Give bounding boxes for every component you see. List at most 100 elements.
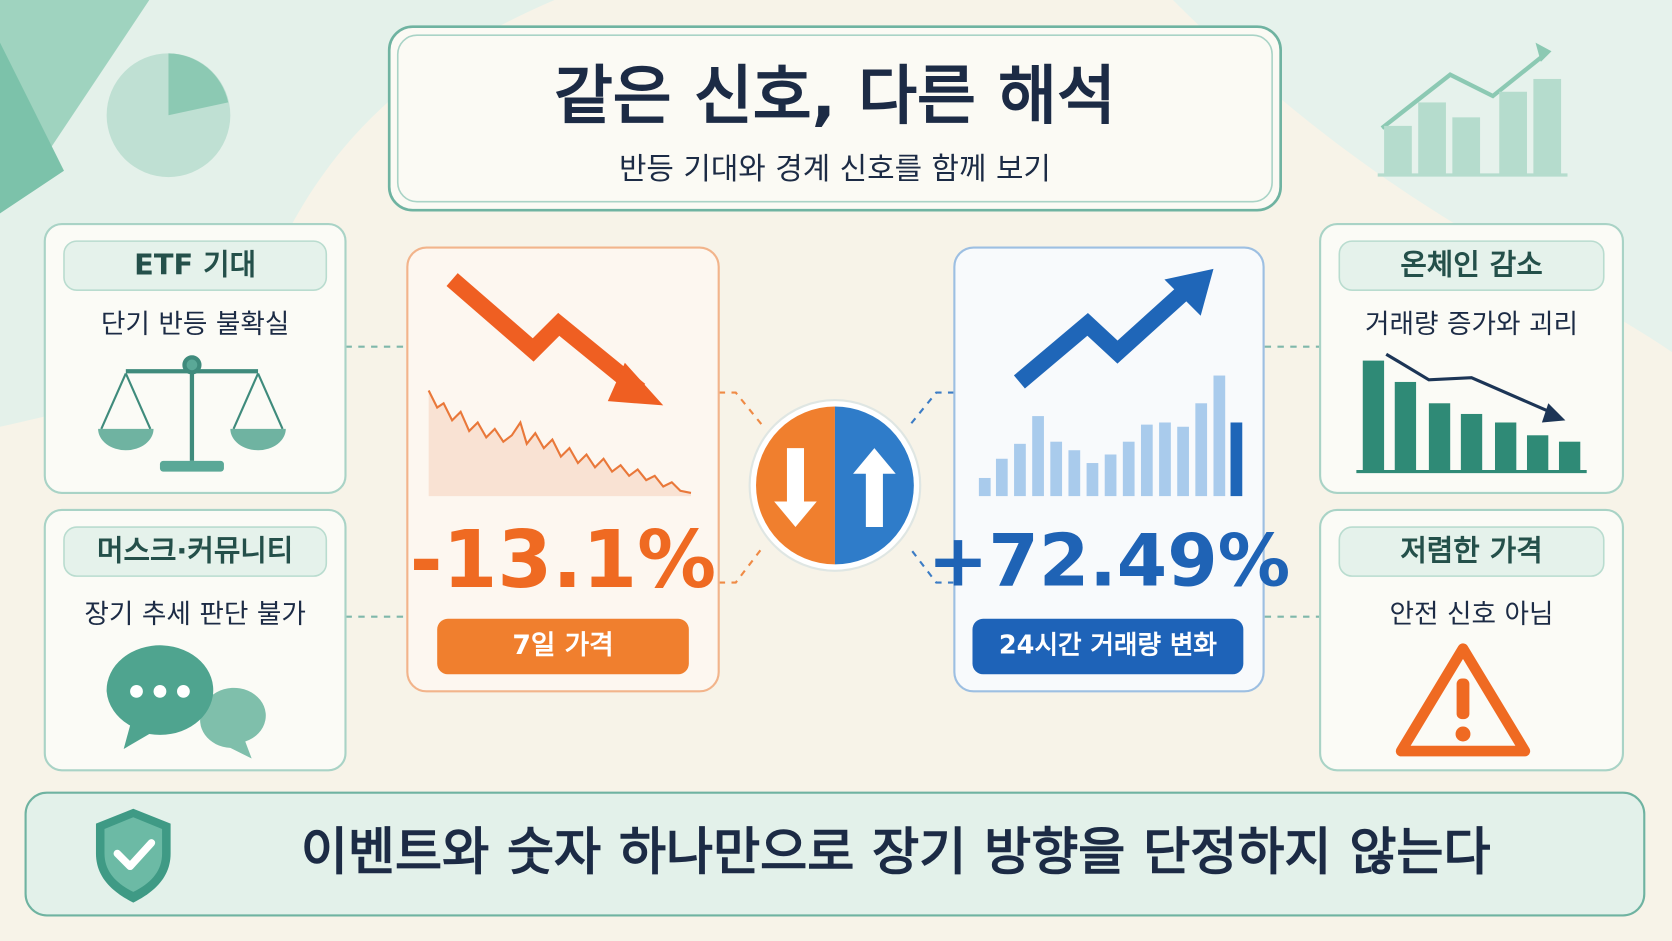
connectors-part	[718, 391, 765, 428]
decline-bars-icon-part	[1362, 360, 1385, 472]
decline-bars-icon-part	[1428, 403, 1451, 472]
scale-icon-part	[159, 460, 224, 472]
warning-icon-part	[1395, 643, 1531, 757]
left-card-2: 머스크·커뮤니티 장기 추세 판단 불가	[43, 508, 347, 772]
decline-bars-icon-part	[1385, 352, 1556, 416]
card-label: 저렴한 가격	[1400, 534, 1542, 568]
title: 같은 신호, 다른 해석	[554, 60, 1116, 134]
footer-part	[24, 791, 1646, 917]
volume-panel-part-part	[1213, 375, 1226, 497]
chat-icon-part	[130, 684, 143, 698]
volume-panel-part-part	[978, 477, 991, 497]
volume-panel-part-part	[1032, 416, 1044, 497]
decline-bars-icon	[1356, 352, 1587, 474]
left-card-2-part	[63, 526, 328, 577]
price-panel-part	[607, 362, 664, 406]
background-part	[1384, 125, 1412, 175]
volume-panel-part-part	[1050, 441, 1063, 497]
volume-panel-part-part	[1177, 426, 1189, 497]
background-part	[1380, 51, 1548, 130]
volume-panel-part-part	[1122, 441, 1135, 497]
price-panel-part	[427, 390, 692, 494]
warning-icon-part	[1455, 726, 1471, 742]
volume-panel-part-part	[1140, 424, 1153, 497]
scale-icon-part	[100, 372, 284, 430]
card-text: 안전 신호 아님	[1390, 599, 1554, 630]
title-box: 같은 신호, 다른 해석 반등 기대와 경계 신호를 함께 보기	[387, 25, 1282, 212]
volume-panel-part	[1164, 268, 1214, 316]
decline-bars-icon-part	[1558, 441, 1581, 472]
chat-icon-part	[177, 684, 190, 698]
volume-panel-part	[1013, 285, 1190, 389]
price-panel: -13.1% 7일 가격	[406, 246, 720, 693]
volume-change: +72.49%	[928, 519, 1291, 603]
connectors-part	[907, 391, 955, 428]
volume-panel-part-part	[1195, 403, 1208, 497]
connectors-part	[907, 545, 955, 584]
background-part	[1452, 117, 1481, 175]
price-label: 7일 가격	[512, 630, 613, 661]
chat-icon	[106, 645, 266, 759]
decline-bars-icon-part	[1541, 403, 1566, 423]
card-text: 단기 반등 불확실	[101, 309, 290, 340]
card-label: 머스크·커뮤니티	[97, 534, 293, 568]
connectors	[345, 345, 1321, 618]
background-part	[1535, 42, 1552, 62]
connectors-part	[718, 545, 765, 584]
warning-icon	[1395, 643, 1531, 757]
footer-part	[104, 817, 163, 892]
right-card-2: 저렴한 가격 안전 신호 아님	[1319, 508, 1625, 772]
background-part	[168, 53, 229, 116]
footer-text: 이벤트와 숫자 하나만으로 장기 방향을 단정하지 않는다	[301, 823, 1491, 883]
left-card-1: ETF 기대 단기 반등 불확실	[43, 222, 347, 494]
background-part	[1499, 91, 1527, 175]
card-text: 장기 추세 판단 불가	[84, 599, 306, 630]
card-label: 온체인 감소	[1400, 248, 1542, 282]
warning-icon-part	[1456, 678, 1470, 720]
price-panel-part	[428, 390, 691, 497]
decline-bars-icon-part	[1394, 381, 1417, 472]
decline-bars-icon-part	[1526, 435, 1549, 472]
background-part	[1418, 102, 1446, 175]
right-card-1-part	[1338, 240, 1605, 291]
volume-label: 24시간 거래량 변화	[999, 631, 1218, 661]
subtitle: 반등 기대와 경계 신호를 함께 보기	[619, 152, 1051, 187]
scale-icon-part	[98, 428, 154, 451]
footer: 이벤트와 숫자 하나만으로 장기 방향을 단정하지 않는다	[24, 791, 1646, 917]
right-card-2-part	[1338, 526, 1605, 577]
decline-bars-icon-part	[1494, 422, 1517, 472]
price-panel-part	[437, 618, 689, 675]
background-part	[1533, 78, 1562, 175]
card-label: ETF 기대	[134, 248, 256, 282]
volume-panel-part	[972, 618, 1244, 675]
volume-panel-part-part	[1068, 450, 1081, 497]
chat-icon-part	[200, 687, 266, 759]
card-text: 거래량 증가와 괴리	[1365, 309, 1578, 340]
volume-panel-part-part	[1159, 422, 1171, 497]
left-card-1-part	[63, 240, 328, 291]
background-part	[0, 42, 64, 214]
scale-icon-part	[182, 355, 202, 375]
direction-badge	[748, 399, 922, 572]
volume-panel-part-part	[1014, 443, 1026, 497]
volume-panel-part-part	[1086, 463, 1099, 497]
title-box-part	[396, 34, 1273, 203]
scale-icon	[98, 355, 286, 472]
footer-part	[113, 839, 156, 871]
chat-icon-part	[153, 684, 167, 698]
scale-icon-part	[230, 428, 286, 451]
decline-bars-icon-part	[1460, 413, 1483, 472]
price-panel-part	[446, 273, 646, 398]
volume-panel: +72.49% 24시간 거래량 변화	[928, 246, 1291, 693]
volume-panel-part-part	[995, 458, 1008, 497]
volume-panel-part-part	[1104, 454, 1117, 497]
volume-panel-part	[1230, 422, 1243, 497]
price-change: -13.1%	[410, 514, 716, 606]
direction-badge-part	[853, 448, 896, 528]
volume-panel-part	[978, 375, 1226, 497]
right-card-1: 온체인 감소 거래량 증가와 괴리	[1319, 222, 1625, 494]
title-box-part	[387, 25, 1282, 212]
direction-badge-part	[774, 448, 817, 528]
